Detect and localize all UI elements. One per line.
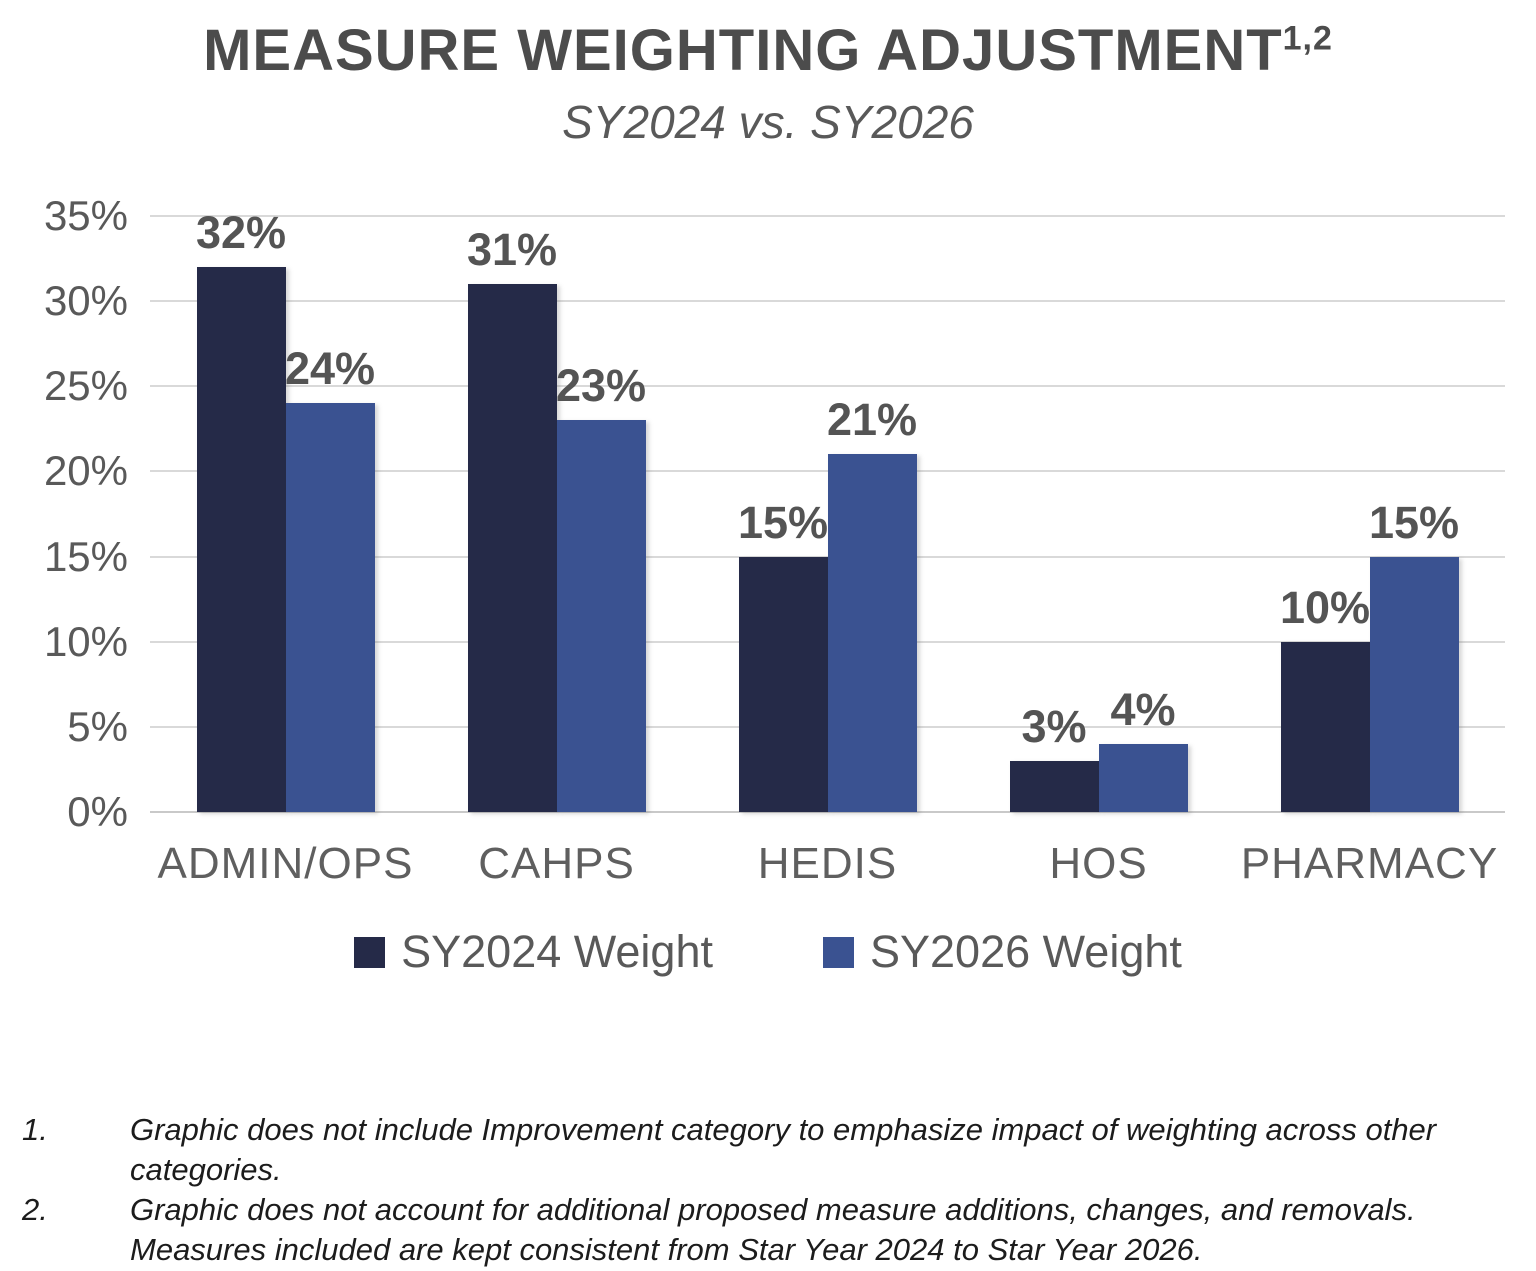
x-axis-label-hedis: HEDIS [757, 839, 898, 888]
bar-value-label: 3% [1021, 700, 1087, 752]
bar-sy2024-adminops: 32% [196, 207, 286, 812]
title-superscript: 1,2 [1282, 19, 1333, 58]
gridline [150, 215, 1505, 217]
footnote-2-text: Graphic does not account for additional … [130, 1190, 1496, 1270]
bar-sy2026-adminops: 24% [285, 343, 375, 812]
bar-group-adminops: 32% 24% [150, 207, 421, 812]
plot-area: 32% 24% 31% 23% 15% [150, 207, 1505, 813]
bar-value-label: 15% [1368, 496, 1460, 548]
bar-sy2024-pharmacy: 10% [1280, 582, 1370, 812]
bar-groups: 32% 24% 31% 23% 15% [150, 207, 1505, 812]
bar-value-label: 23% [555, 360, 647, 412]
bar-value-label: 15% [737, 496, 829, 548]
y-tick-label: 20% [43, 447, 128, 495]
x-axis-label-adminops: ADMIN/OPS [157, 839, 414, 888]
footnote-2-number: 2. [22, 1192, 48, 1227]
y-axis: 35% 30% 25% 20% 15% 10% 5% 0% [0, 192, 150, 835]
legend-label-sy2024: SY2024 Weight [401, 926, 713, 977]
legend: SY2024 Weight SY2026 Weight [0, 926, 1536, 978]
footnote-2: 2. Graphic does not account for addition… [22, 1190, 1496, 1270]
bar-group-pharmacy: 10% 15% [1234, 216, 1505, 812]
bar-sy2026-hedis: 21% [827, 394, 917, 812]
bar-group-cahps: 31% 23% [421, 216, 692, 812]
y-tick-label: 10% [43, 617, 128, 665]
x-axis-label-pharmacy: PHARMACY [1240, 839, 1499, 888]
gridline [150, 385, 1505, 388]
x-axis-label-hos: HOS [1049, 839, 1148, 888]
x-axis-label-cahps: CAHPS [478, 839, 635, 888]
footnote-2-line-1: Graphic does not account for additional … [130, 1192, 1416, 1227]
legend-swatch-sy2024 [354, 936, 386, 968]
chart-subtitle: SY2024 vs. SY2026 [562, 96, 974, 148]
x-axis: ADMIN/OPS CAHPS HEDIS HOS PHARMACY [150, 840, 1505, 888]
footnote-2-line-2: Measures included are kept consistent fr… [130, 1232, 1203, 1267]
footnote-1-number: 1. [22, 1112, 48, 1147]
baseline [150, 811, 1505, 813]
y-tick-label: 5% [67, 702, 128, 750]
bar-sy2024-hos: 3% [1009, 701, 1099, 812]
bar-sy2024-cahps: 31% [467, 224, 557, 812]
bar-group-hedis: 15% 21% [692, 216, 963, 812]
legend-item-sy2026: SY2026 Weight [823, 926, 1182, 978]
bar-value-label: 32% [195, 207, 287, 259]
legend-swatch-sy2026 [823, 936, 854, 968]
bar-value-label: 4% [1110, 683, 1176, 735]
bar-value-label: 24% [284, 343, 376, 395]
bar-value-label: 31% [466, 224, 558, 276]
y-tick-label: 15% [43, 532, 128, 580]
legend-label-sy2026: SY2026 Weight [870, 926, 1182, 977]
legend-item-sy2024: SY2024 Weight [354, 926, 713, 978]
chart-area: 35% 30% 25% 20% 15% 10% 5% 0% 32% [0, 192, 1505, 835]
y-tick-label: 30% [43, 277, 128, 325]
bar-sy2024-hedis: 15% [738, 497, 828, 812]
footnote-1-text: Graphic does not include Improvement cat… [130, 1110, 1496, 1190]
bar-group-hos: 3% 4% [963, 216, 1234, 812]
footnote-1: 1. Graphic does not include Improvement … [22, 1110, 1496, 1190]
chart-title-text: MEASURE WEIGHTING ADJUSTMENT [203, 18, 1283, 83]
bar-value-label: 10% [1279, 581, 1371, 633]
footnotes: 1. Graphic does not include Improvement … [22, 1110, 1496, 1270]
footnote-1-line-2: categories. [130, 1152, 282, 1187]
y-tick-label: 0% [67, 788, 128, 835]
y-tick-label: 35% [43, 192, 128, 239]
footnote-1-line-1: Graphic does not include Improvement cat… [130, 1112, 1437, 1147]
y-tick-label: 25% [43, 362, 128, 410]
chart-title: MEASURE WEIGHTING ADJUSTMENT1,2 [0, 0, 1536, 82]
bar-sy2026-pharmacy: 15% [1369, 497, 1459, 812]
gridline [150, 300, 1505, 303]
bar-sy2026-hos: 4% [1098, 684, 1188, 812]
bar-value-label: 21% [826, 394, 918, 446]
bar-sy2026-cahps: 23% [556, 360, 646, 812]
